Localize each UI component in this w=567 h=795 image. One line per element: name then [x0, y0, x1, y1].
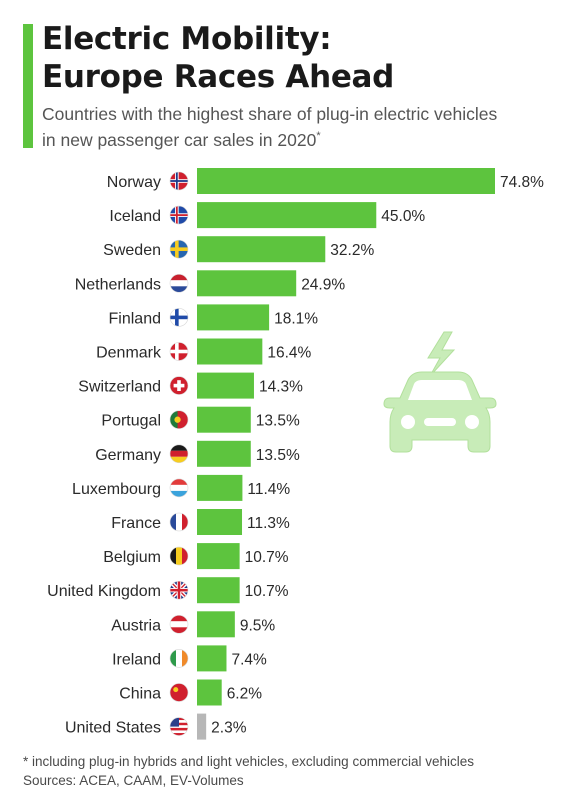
bar: [197, 713, 207, 740]
bar: [197, 372, 254, 399]
france-flag-icon: [169, 512, 189, 532]
value-label: 10.7%: [245, 583, 289, 600]
value-label: 18.1%: [274, 310, 318, 327]
value-label: 13.5%: [256, 447, 300, 464]
category-label: Ireland: [112, 651, 161, 668]
lightning-bolt-icon: [427, 331, 456, 377]
bar-row-france: France 11.3%: [111, 509, 290, 535]
category-label: Denmark: [96, 345, 162, 362]
value-label: 24.9%: [301, 276, 345, 293]
bar-row-belgium: Belgium 10.7%: [103, 543, 289, 570]
bar: [197, 474, 243, 501]
netherlands-flag-icon: [169, 274, 189, 293]
bar-row-united-kingdom: United Kingdom 10.7%: [47, 577, 289, 604]
belgium-flag-icon: [169, 546, 189, 566]
bar: [197, 611, 235, 638]
bar: [197, 236, 326, 263]
subtitle-footnote-mark: *: [316, 130, 321, 142]
denmark-flag-icon: [169, 342, 189, 361]
subtitle-line-1: Countries with the highest share of plug…: [42, 104, 498, 124]
bar-row-iceland: Iceland 45.0%: [109, 202, 425, 229]
category-label: Switzerland: [78, 379, 161, 396]
bar-chart: Norway 74.8% Iceland 45.0% Sweden 32.2% Nether…: [47, 168, 544, 740]
austria-flag-icon: [169, 614, 189, 634]
title-accent-bar: [23, 24, 33, 148]
bar-row-united-states: United States 2.3%: [65, 713, 247, 740]
category-label: Belgium: [103, 549, 161, 566]
ireland-flag-icon: [169, 649, 189, 668]
title-line-1: Electric Mobility:: [42, 21, 332, 57]
category-label: Sweden: [103, 242, 161, 259]
category-label: Portugal: [101, 413, 161, 430]
category-label: Luxembourg: [72, 481, 161, 498]
bar: [197, 577, 240, 604]
value-label: 13.5%: [256, 413, 300, 430]
category-label: Austria: [111, 617, 161, 634]
bar-row-switzerland: Switzerland 14.3%: [78, 372, 303, 399]
category-label: United Kingdom: [47, 583, 161, 600]
footnote-sources: Sources: ACEA, CAAM, EV-Volumes: [23, 773, 244, 788]
bar-row-germany: Germany 13.5%: [95, 440, 300, 467]
switzerland-flag-icon: [169, 376, 189, 395]
value-label: 11.4%: [247, 481, 290, 498]
china-flag-icon: [169, 683, 189, 702]
value-label: 10.7%: [245, 549, 289, 566]
bar-row-netherlands: Netherlands 24.9%: [75, 270, 345, 297]
bar-row-austria: Austria 9.5%: [111, 611, 276, 638]
united-states-flag-icon: [169, 717, 189, 736]
value-label: 16.4%: [267, 345, 311, 362]
bar-row-finland: Finland 18.1%: [109, 304, 318, 331]
bar-row-ireland: Ireland 7.4%: [112, 645, 267, 672]
category-label: France: [111, 515, 161, 532]
value-label: 6.2%: [227, 686, 263, 703]
category-label: Germany: [95, 447, 161, 464]
bar-row-portugal: Portugal 13.5%: [101, 406, 300, 433]
bar: [197, 440, 251, 467]
bar: [197, 202, 377, 229]
luxembourg-flag-icon: [169, 478, 189, 498]
value-label: 14.3%: [259, 379, 303, 396]
iceland-flag-icon: [169, 205, 189, 225]
title-line-2: Europe Races Ahead: [42, 59, 395, 95]
category-label: Norway: [107, 174, 161, 191]
bar: [197, 406, 251, 433]
category-label: Finland: [109, 310, 161, 327]
chart-footnote: * including plug-in hybrids and light ve…: [23, 752, 474, 790]
sweden-flag-icon: [169, 239, 189, 259]
bar-row-china: China 6.2%: [119, 679, 263, 706]
chart-subtitle: Countries with the highest share of plug…: [42, 103, 557, 151]
bar: [197, 509, 243, 535]
bar: [197, 270, 297, 297]
bar: [197, 304, 270, 331]
bar: [197, 543, 240, 570]
value-label: 74.8%: [500, 174, 544, 191]
value-label: 2.3%: [211, 720, 247, 737]
bar-row-denmark: Denmark 16.4%: [96, 338, 312, 365]
bar: [197, 645, 227, 672]
bar-row-norway: Norway 74.8%: [107, 168, 544, 194]
value-label: 9.5%: [240, 617, 276, 634]
bar: [197, 168, 495, 194]
category-label: United States: [65, 720, 161, 737]
germany-flag-icon: [169, 444, 189, 464]
subtitle-line-2: in new passenger car sales in 2020: [42, 129, 317, 150]
chart-title: Electric Mobility: Europe Races Ahead: [42, 20, 552, 96]
bar: [197, 679, 222, 706]
car-icon: [383, 331, 497, 453]
value-label: 45.0%: [381, 208, 425, 225]
value-label: 7.4%: [231, 651, 267, 668]
footnote-note: * including plug-in hybrids and light ve…: [23, 754, 474, 769]
category-label: Netherlands: [75, 276, 161, 293]
category-label: China: [119, 686, 161, 703]
category-label: Iceland: [109, 208, 161, 225]
norway-flag-icon: [169, 171, 189, 191]
bar: [197, 338, 263, 365]
portugal-flag-icon: [169, 410, 189, 430]
united-kingdom-flag-icon: [169, 580, 189, 600]
value-label: 11.3%: [247, 515, 290, 532]
bar-row-sweden: Sweden 32.2%: [103, 236, 374, 263]
finland-flag-icon: [169, 308, 189, 327]
bar-row-luxembourg: Luxembourg 11.4%: [72, 474, 290, 501]
value-label: 32.2%: [330, 242, 374, 259]
